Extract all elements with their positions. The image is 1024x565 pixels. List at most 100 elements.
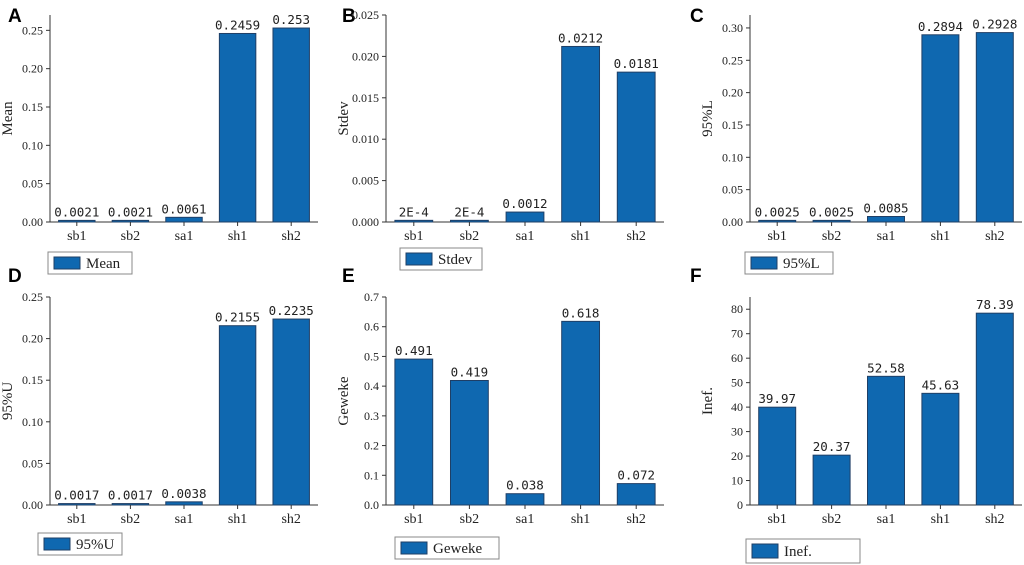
y-tick-label: 0.025 <box>352 8 379 22</box>
data-label-sa1: 0.0038 <box>161 486 206 501</box>
data-label-sa1: 0.0085 <box>863 201 908 216</box>
y-tick-label: 0.25 <box>22 290 43 304</box>
x-tick-label: sb1 <box>767 229 786 244</box>
bar-sa1 <box>867 375 905 506</box>
y-tick-label: 0.30 <box>722 21 743 35</box>
legend-label: 95%U <box>76 537 114 553</box>
legend-label: 95%L <box>783 256 820 272</box>
x-tick-label: sb2 <box>460 512 479 527</box>
panel-letter-c: C <box>690 6 704 27</box>
y-tick-label: 0.00 <box>22 215 43 229</box>
y-tick-label: 0.005 <box>352 174 379 188</box>
bar-sh2 <box>975 312 1014 506</box>
y-tick-label: 30 <box>731 425 743 439</box>
x-tick-label: sb1 <box>67 512 86 527</box>
data-label-sh2: 0.2928 <box>972 17 1017 32</box>
y-tick-label: 80 <box>731 302 743 316</box>
data-label-sb1: 0.0021 <box>54 204 99 219</box>
bar-sh2 <box>616 483 656 506</box>
data-label-sa1: 0.0012 <box>502 196 547 211</box>
data-label-sb2: 0.0025 <box>809 204 854 219</box>
y-tick-label: 0.25 <box>22 23 43 37</box>
x-tick-label: sh2 <box>281 229 300 244</box>
legend-swatch <box>405 252 433 266</box>
data-label-sb1: 0.491 <box>395 343 433 358</box>
bar-sh1 <box>218 32 257 223</box>
x-tick-label: sb2 <box>121 229 140 244</box>
data-label-sb2: 2E-4 <box>454 204 484 219</box>
bar-sb1 <box>394 219 434 223</box>
y-tick-label: 0.20 <box>722 86 743 100</box>
x-tick-label: sb2 <box>822 512 841 527</box>
bar-sh1 <box>561 45 601 223</box>
bar-sb2 <box>812 454 851 506</box>
panel-letter-f: F <box>690 266 702 287</box>
bar-sa1 <box>505 211 545 223</box>
data-label-sa1: 0.038 <box>506 478 544 493</box>
bar-sh2 <box>272 27 310 223</box>
x-tick-label: sb1 <box>404 229 423 244</box>
x-tick-label: sb2 <box>822 229 841 244</box>
panel-letter-a: A <box>8 6 22 27</box>
y-axis-label: Mean <box>0 101 16 136</box>
data-label-sh2: 0.2235 <box>269 303 314 318</box>
y-tick-label: 50 <box>731 376 743 390</box>
data-label-sh2: 0.253 <box>272 12 310 27</box>
x-tick-label: sb2 <box>121 512 140 527</box>
x-tick-label: sa1 <box>175 229 194 244</box>
y-tick-label: 0.015 <box>352 91 379 105</box>
x-tick-label: sa1 <box>175 512 194 527</box>
y-axis-label: Inef. <box>700 387 716 415</box>
bar-sb2 <box>449 219 489 223</box>
data-label-sb2: 0.0017 <box>108 488 153 503</box>
x-tick-label: sh2 <box>626 512 645 527</box>
bar-sb1 <box>758 219 797 223</box>
x-tick-label: sh1 <box>571 229 590 244</box>
y-tick-label: 0.05 <box>722 183 743 197</box>
bar-sh1 <box>921 34 960 223</box>
x-tick-label: sb1 <box>67 229 86 244</box>
y-tick-label: 0.05 <box>22 177 43 191</box>
bar-sb2 <box>111 503 150 506</box>
data-label-sa1: 52.58 <box>867 360 905 375</box>
y-tick-label: 10 <box>731 474 743 488</box>
x-tick-label: sa1 <box>877 229 896 244</box>
panel-letter-d: D <box>8 266 22 287</box>
y-tick-label: 0.15 <box>22 373 43 387</box>
y-tick-label: 0.10 <box>22 415 43 429</box>
y-tick-label: 0 <box>737 498 743 512</box>
data-label-sh2: 0.0181 <box>614 56 659 71</box>
bar-sa1 <box>505 493 545 506</box>
x-tick-label: sh2 <box>281 512 300 527</box>
y-tick-label: 0.20 <box>22 332 43 346</box>
bar-sb1 <box>758 406 797 506</box>
y-tick-label: 0.25 <box>722 53 743 67</box>
data-label-sb1: 39.97 <box>758 391 796 406</box>
data-label-sh2: 78.39 <box>976 297 1014 312</box>
y-tick-label: 0.10 <box>22 138 43 152</box>
y-tick-label: 0.6 <box>364 320 379 334</box>
y-axis-label: 95%L <box>700 100 716 137</box>
bar-sh1 <box>218 325 257 506</box>
data-label-sh1: 0.0212 <box>558 30 603 45</box>
x-tick-label: sh1 <box>931 512 950 527</box>
legend-swatch <box>43 537 71 551</box>
y-axis-label: Geweke <box>336 376 352 425</box>
y-tick-label: 0.05 <box>22 456 43 470</box>
x-tick-label: sh1 <box>228 512 247 527</box>
panel-letter-b: B <box>342 6 356 27</box>
y-tick-label: 0.00 <box>22 498 43 512</box>
bar-sh2 <box>272 318 310 506</box>
bar-sb1 <box>394 358 434 506</box>
y-tick-label: 0.10 <box>722 150 743 164</box>
x-tick-label: sb2 <box>460 229 479 244</box>
legend-swatch <box>400 541 428 555</box>
y-tick-label: 0.15 <box>22 100 43 114</box>
y-tick-label: 0.020 <box>352 49 379 63</box>
x-tick-label: sh2 <box>985 229 1004 244</box>
x-tick-label: sh1 <box>228 229 247 244</box>
panel-letter-e: E <box>342 266 355 287</box>
x-tick-label: sh1 <box>931 229 950 244</box>
y-tick-label: 0.5 <box>364 349 379 363</box>
